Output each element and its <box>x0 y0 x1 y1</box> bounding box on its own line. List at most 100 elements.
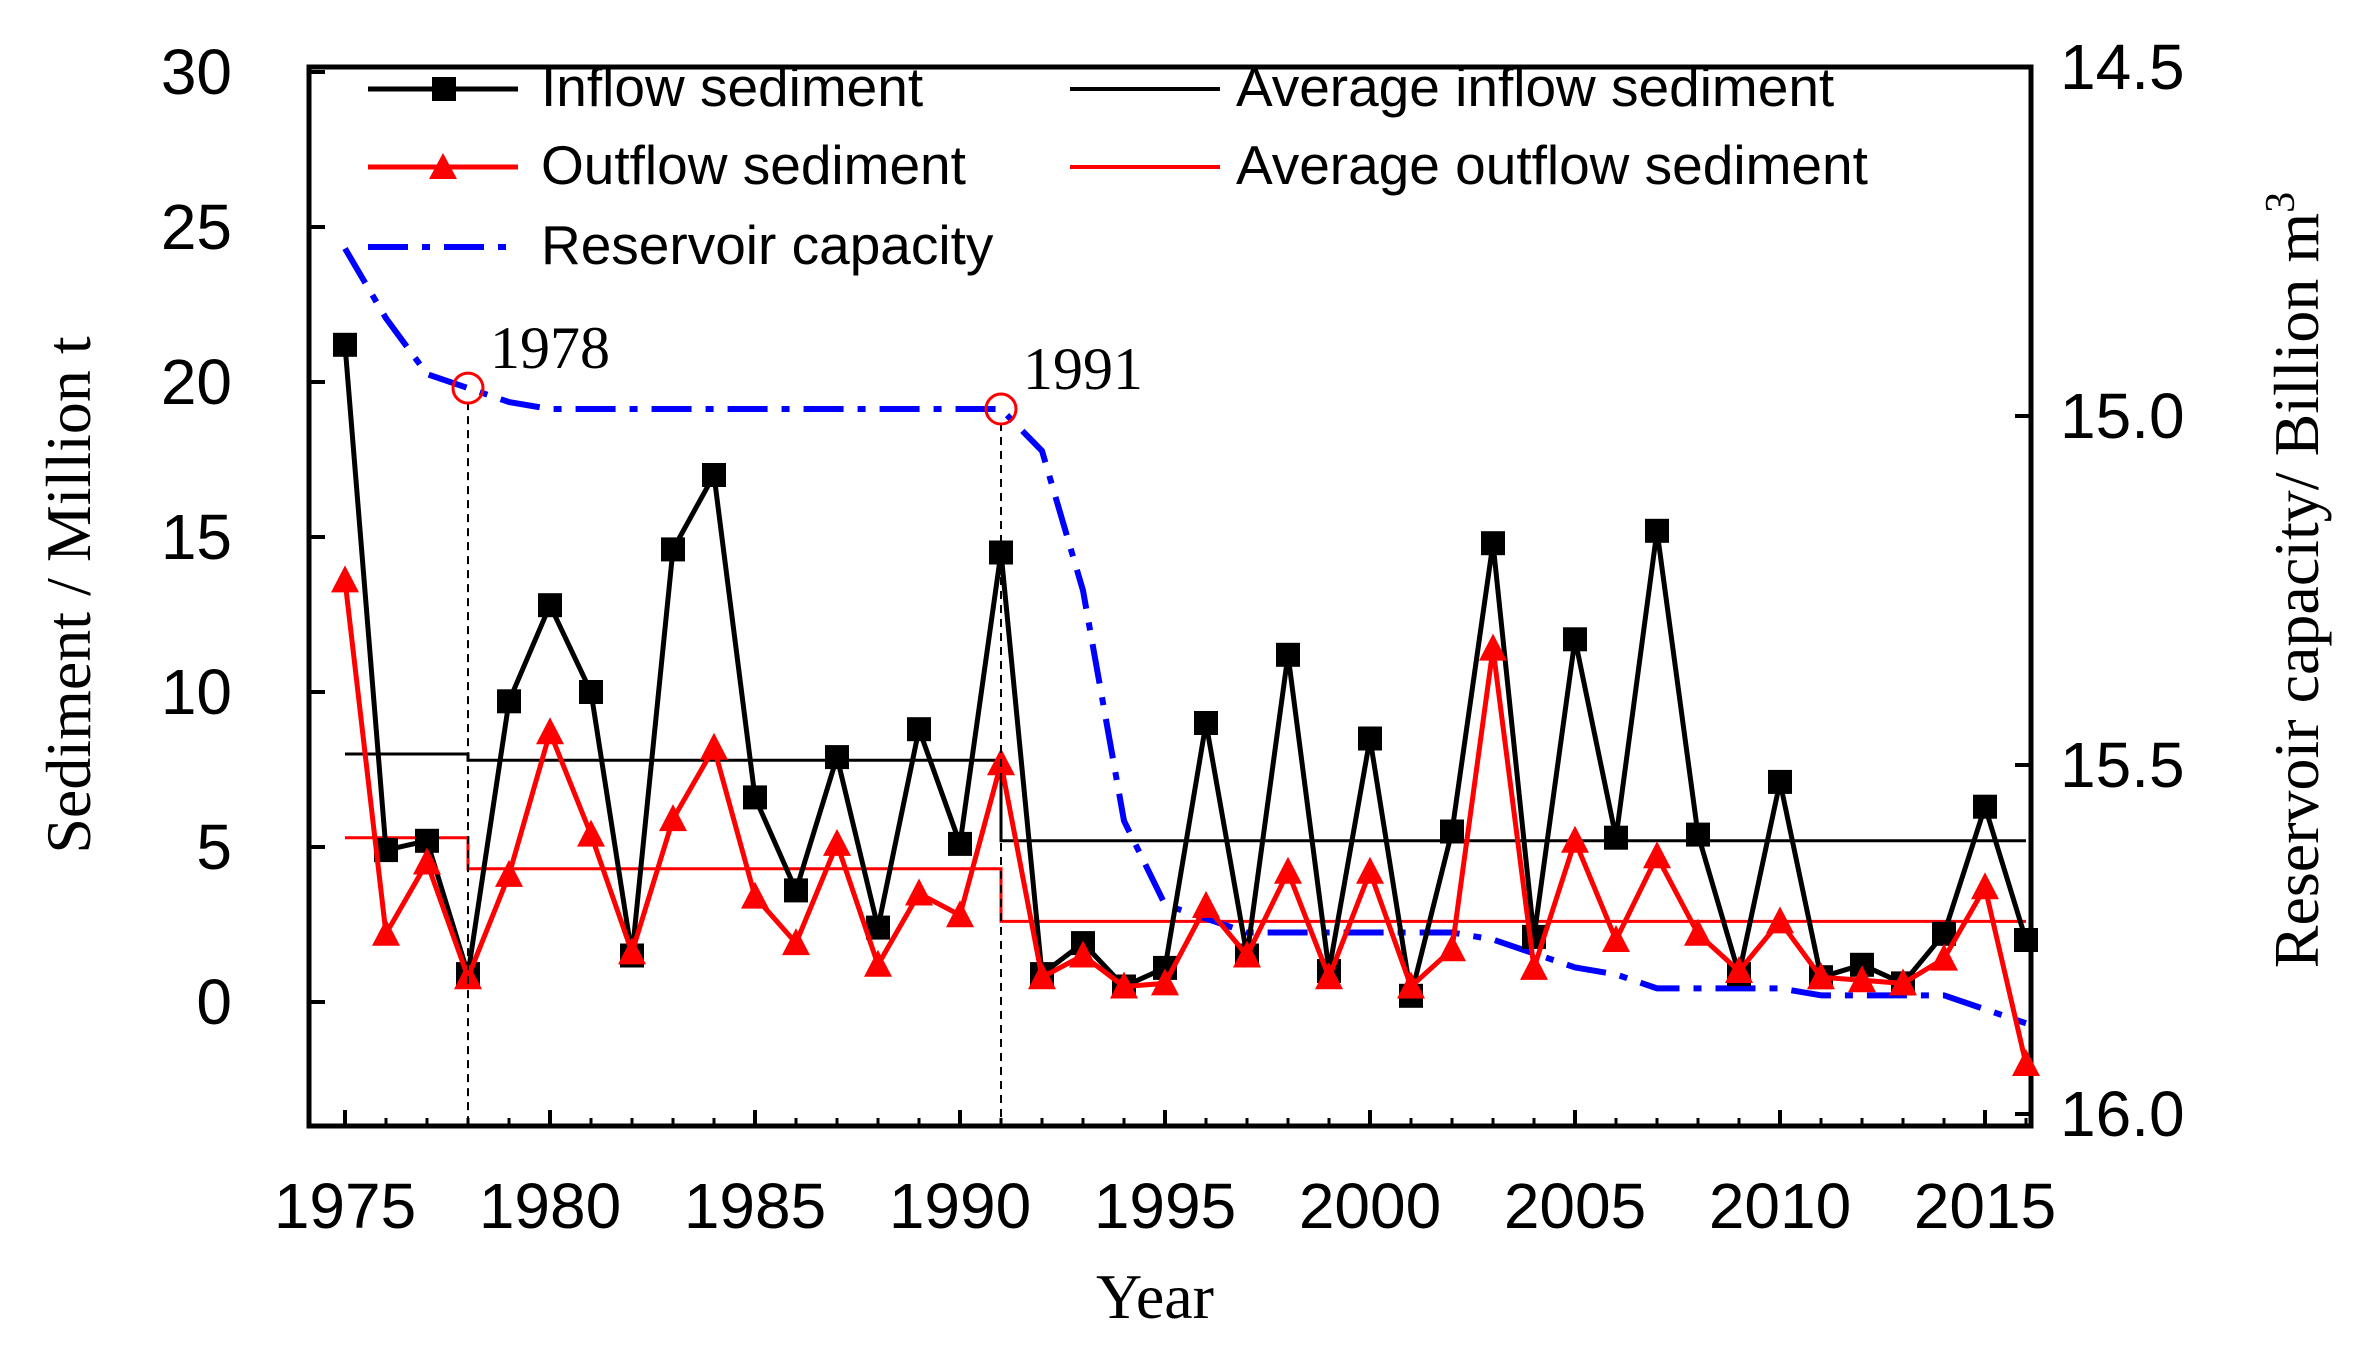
inflow-sediment-point <box>1768 769 1792 794</box>
annotation-label-1978: 1978 <box>490 315 610 381</box>
y-tick-label-15: 15 <box>161 501 232 573</box>
inflow-sediment-point <box>538 593 562 618</box>
y-tick-label-25: 25 <box>161 191 232 263</box>
outflow-sediment-point <box>1151 968 1179 996</box>
y-axis-title: Sediment / Million t <box>33 336 104 854</box>
outflow-sediment-point <box>1602 925 1630 952</box>
inflow-sediment-point <box>1276 642 1300 667</box>
inflow-sediment-point <box>1358 726 1382 751</box>
x-tick-label-1975: 1975 <box>274 1170 416 1242</box>
x-tick-label-1985: 1985 <box>684 1170 826 1242</box>
inflow-sediment-point <box>743 785 767 810</box>
x-tick-label-2010: 2010 <box>1709 1170 1851 1242</box>
outflow-sediment-point <box>1356 856 1384 884</box>
legend-outflow-marker <box>429 153 457 179</box>
legend: Inflow sediment Average inflow sediment … <box>368 56 1868 276</box>
y2-axis-title-superscript: 3 <box>2258 192 2304 213</box>
average-inflow-line <box>345 752 2026 843</box>
reservoir-capacity-line <box>342 246 2027 1027</box>
annotation-label-1991: 1991 <box>1023 336 1143 402</box>
outflow-sediment-point <box>331 565 359 593</box>
outflow-sediment-point <box>741 881 769 909</box>
x-tick-label-1990: 1990 <box>889 1170 1031 1242</box>
outflow-sediment-point <box>1889 968 1917 996</box>
outflow-sediment-point <box>1766 906 1794 934</box>
outflow-sediment-point <box>618 937 646 965</box>
inflow-sediment-point <box>702 463 726 487</box>
outflow-sediment-point <box>946 900 974 928</box>
legend-capacity-label: Reservoir capacity <box>541 214 994 276</box>
x-tick-label-2015: 2015 <box>1914 1170 2056 1242</box>
outflow-sediment-point <box>823 828 851 856</box>
outflow-sediment-point <box>1438 934 1466 962</box>
outflow-sediment-point <box>782 928 810 956</box>
legend-avg-inflow-label: Average inflow sediment <box>1236 56 1834 118</box>
legend-avg-outflow-label: Average outflow sediment <box>1236 134 1868 196</box>
x-tick-label-1995: 1995 <box>1094 1170 1236 1242</box>
annotation-circle-1978 <box>451 371 485 405</box>
outflow-sediment-line <box>342 580 2029 1065</box>
outflow-sediment-point <box>454 962 482 990</box>
x-tick-label-2000: 2000 <box>1299 1170 1441 1242</box>
outflow-sediment-point <box>577 819 605 847</box>
inflow-sediment-point <box>1645 518 1669 543</box>
inflow-sediment-point <box>333 332 357 357</box>
y-tick-label-20: 20 <box>161 346 232 418</box>
inflow-sediment-point <box>1973 794 1997 819</box>
outflow-sediment-point <box>495 859 523 887</box>
inflow-sediment-point <box>579 680 603 704</box>
legend-outflow-label: Outflow sediment <box>541 134 966 196</box>
outflow-sediment-point <box>1110 971 1138 999</box>
outflow-sediment-point <box>1520 952 1548 980</box>
inflow-sediment-point <box>661 537 685 562</box>
y2-axis-title: Reservoir capacity/ Billion m3 <box>2258 192 2332 968</box>
inflow-sediment-point <box>948 831 972 856</box>
outflow-sediment-point <box>372 918 400 946</box>
inflow-sediment-point <box>2014 928 2038 952</box>
outflow-sediment-point <box>1971 872 1999 900</box>
legend-inflow-marker <box>432 77 456 101</box>
inflow-sediment-line <box>342 344 2029 997</box>
x-axis-title: Year <box>1096 1261 1214 1332</box>
inflow-sediment-point <box>1194 711 1218 735</box>
inflow-sediment-point <box>907 717 931 742</box>
inflow-sediment-point <box>1563 627 1587 652</box>
y2-axis-title-main: Reservoir capacity/ Billion m <box>2261 213 2332 968</box>
y-tick-label-5: 5 <box>196 811 232 883</box>
outflow-sediment-point <box>659 804 687 832</box>
outflow-sediment-point <box>1233 940 1261 968</box>
outflow-sediment-point <box>1397 971 1425 999</box>
inflow-sediment-point <box>825 745 849 770</box>
inflow-sediment-point <box>1604 825 1628 850</box>
y2-tick-label-14.5: 14.5 <box>2060 31 2185 103</box>
y-tick-label-10: 10 <box>161 656 232 728</box>
outflow-sediment-point <box>1848 965 1876 993</box>
outflow-sediment-point <box>1684 918 1712 946</box>
outflow-sediment-point <box>1930 943 1958 971</box>
inflow-sediment-point <box>497 689 521 714</box>
outflow-sediment-point <box>905 878 933 906</box>
outflow-sediment-point <box>1643 841 1671 869</box>
x-tick-label-2005: 2005 <box>1504 1170 1646 1242</box>
outflow-sediment-point <box>1479 633 1507 661</box>
outflow-sediment-point <box>1725 956 1753 983</box>
y-tick-label-0: 0 <box>196 966 232 1038</box>
outflow-sediment-point <box>1028 962 1056 990</box>
y2-tick-label-16.0: 16.0 <box>2060 1078 2185 1150</box>
inflow-sediment-point <box>1686 822 1710 847</box>
y2-tick-label-15.5: 15.5 <box>2060 729 2185 801</box>
y2-tick-label-15.0: 15.0 <box>2060 380 2185 452</box>
outflow-sediment-point <box>864 949 892 977</box>
outflow-sediment-point <box>700 732 728 760</box>
outflow-sediment-point <box>1192 890 1220 918</box>
outflow-sediment-point <box>536 717 564 745</box>
outflow-sediment-point <box>2012 1049 2040 1076</box>
legend-inflow-label: Inflow sediment <box>541 56 923 118</box>
outflow-sediment-point <box>413 847 441 875</box>
inflow-sediment-point <box>784 878 808 903</box>
annotation-circle-1991 <box>984 392 1018 426</box>
inflow-sediment-point <box>1481 531 1505 556</box>
inflow-sediment-point <box>1440 819 1464 844</box>
outflow-sediment-point <box>1807 962 1835 990</box>
